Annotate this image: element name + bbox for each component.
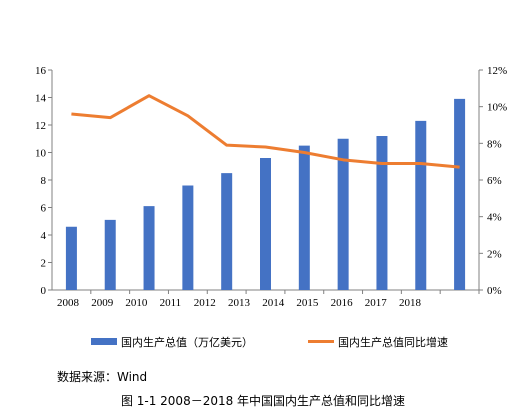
right-tick-label: 0% [487, 285, 502, 297]
right-tick-label: 10% [487, 102, 507, 114]
legend-label-growth: 国内生产总值同比增速 [338, 335, 448, 349]
gdp-bar [182, 185, 194, 290]
gdp-bar [221, 173, 233, 290]
right-tick-label: 12% [487, 65, 507, 77]
left-tick-label: 10 [35, 148, 47, 160]
legend-label-gdp: 国内生产总值（万亿美元） [121, 335, 253, 349]
x-tick-label: 2015 [296, 297, 319, 309]
source-note: 数据来源：Wind [57, 370, 148, 384]
legend: 国内生产总值（万亿美元） 国内生产总值同比增速 [91, 335, 448, 349]
x-tick-label: 2013 [228, 297, 251, 309]
x-tick-label: 2010 [125, 297, 147, 309]
x-tick-labels: 2008 2009 2010 2011 2012 2013 2014 2015 2016 2017… [57, 297, 422, 309]
left-tick-label: 6 [41, 203, 47, 215]
axes: 0 2 4 6 8 10 12 14 16 0% 2% 4% 6% 8% 10% 12% [35, 65, 507, 297]
x-tick-label: 2008 [57, 297, 80, 309]
gdp-bar [376, 136, 388, 290]
left-tick-label: 8 [41, 175, 47, 187]
x-tick-label: 2009 [91, 297, 114, 309]
growth-line [71, 94, 460, 169]
left-tick-label: 16 [35, 65, 47, 77]
gdp-bar [415, 120, 427, 290]
gdp-bar [337, 138, 349, 290]
legend-swatch-gdp [91, 338, 117, 345]
gdp-bar [454, 98, 466, 290]
left-tick-label: 2 [41, 258, 47, 270]
left-tick-label: 0 [41, 285, 47, 297]
x-tick-label: 2011 [160, 297, 182, 309]
gdp-bar [260, 158, 271, 290]
left-tick-label: 14 [35, 93, 47, 105]
x-tick-label: 2017 [365, 297, 388, 309]
right-tick-label: 4% [487, 212, 502, 224]
x-tick-label: 2016 [331, 297, 354, 309]
x-tick-label: 2014 [262, 297, 285, 309]
gdp-bars [65, 98, 466, 290]
figure-caption: 图 1-1 2008－2018 年中国国内生产总值和同比增速 [120, 394, 406, 408]
left-tick-label: 12 [35, 120, 46, 132]
gdp-bar [65, 226, 77, 290]
left-tick-label: 4 [41, 230, 47, 242]
gdp-bar [298, 145, 310, 290]
right-tick-label: 2% [487, 248, 502, 260]
x-tick-label: 2018 [399, 297, 422, 309]
right-tick-label: 8% [487, 138, 502, 150]
gdp-bar [104, 219, 116, 290]
x-tick-label: 2012 [194, 297, 216, 309]
right-tick-label: 6% [487, 175, 502, 187]
growth-line-path [71, 94, 460, 169]
gdp-bar [143, 206, 155, 290]
